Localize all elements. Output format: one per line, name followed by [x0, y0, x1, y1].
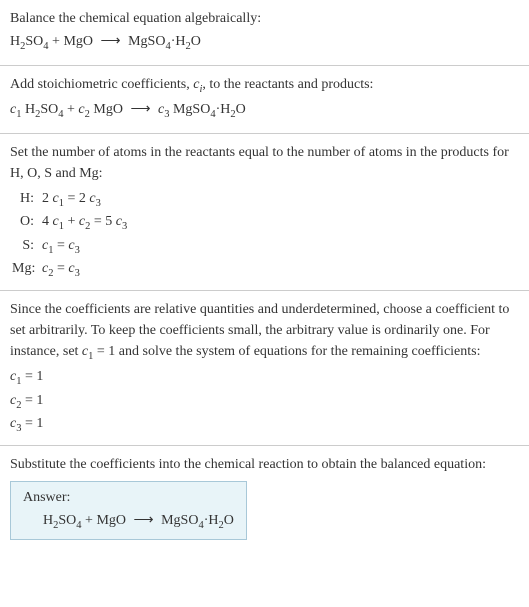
reaction-arrow: ⟶	[126, 102, 154, 117]
product-1: MgSO4·H2O	[128, 34, 201, 49]
section-problem: Balance the chemical equation algebraica…	[0, 0, 529, 66]
atom-equation: c1 = c3	[42, 235, 519, 259]
stoich-intro: Add stoichiometric coefficients, ci, to …	[10, 74, 519, 98]
coeff-result-2: c2 = 1	[10, 390, 519, 414]
atom-label: O:	[12, 211, 42, 235]
atom-label: Mg:	[12, 258, 42, 282]
atom-label: H:	[12, 188, 42, 212]
answer-label: Answer:	[23, 490, 234, 506]
atom-row-s: S: c1 = c3	[12, 235, 519, 259]
section-answer: Substitute the coefficients into the che…	[0, 446, 529, 548]
atom-intro: Set the number of atoms in the reactants…	[10, 142, 519, 184]
atom-equations-table: H: 2 c1 = 2 c3 O: 4 c1 + c2 = 5 c3 S: c1…	[12, 188, 519, 282]
atom-label: S:	[12, 235, 42, 259]
answer-intro: Substitute the coefficients into the che…	[10, 454, 519, 475]
atom-row-h: H: 2 c1 = 2 c3	[12, 188, 519, 212]
atom-row-mg: Mg: c2 = c3	[12, 258, 519, 282]
balanced-equation: H2SO4 + MgO ⟶ MgSO4·H2O	[23, 512, 234, 531]
reactant-1: H2SO4	[10, 34, 49, 49]
solve-intro: Since the coefficients are relative quan…	[10, 299, 519, 365]
plus-sign: +	[49, 34, 64, 49]
coeff-result-1: c1 = 1	[10, 366, 519, 390]
section-solve: Since the coefficients are relative quan…	[0, 291, 529, 446]
problem-statement: Balance the chemical equation algebraica…	[10, 8, 519, 29]
section-stoichiometric: Add stoichiometric coefficients, ci, to …	[0, 66, 529, 134]
atom-row-o: O: 4 c1 + c2 = 5 c3	[12, 211, 519, 235]
coeff-result-3: c3 = 1	[10, 413, 519, 437]
reactant-2: MgO	[63, 34, 93, 49]
coeff-equation: c1 H2SO4 + c2 MgO ⟶ c3 MgSO4·H2O	[10, 99, 519, 123]
section-atom-balance: Set the number of atoms in the reactants…	[0, 134, 529, 291]
atom-equation: 2 c1 = 2 c3	[42, 188, 519, 212]
atom-equation: c2 = c3	[42, 258, 519, 282]
answer-box: Answer: H2SO4 + MgO ⟶ MgSO4·H2O	[10, 481, 247, 540]
reaction-arrow: ⟶	[97, 34, 125, 49]
reaction-arrow: ⟶	[130, 513, 158, 528]
atom-equation: 4 c1 + c2 = 5 c3	[42, 211, 519, 235]
unbalanced-equation: H2SO4 + MgO ⟶ MgSO4·H2O	[10, 31, 519, 55]
